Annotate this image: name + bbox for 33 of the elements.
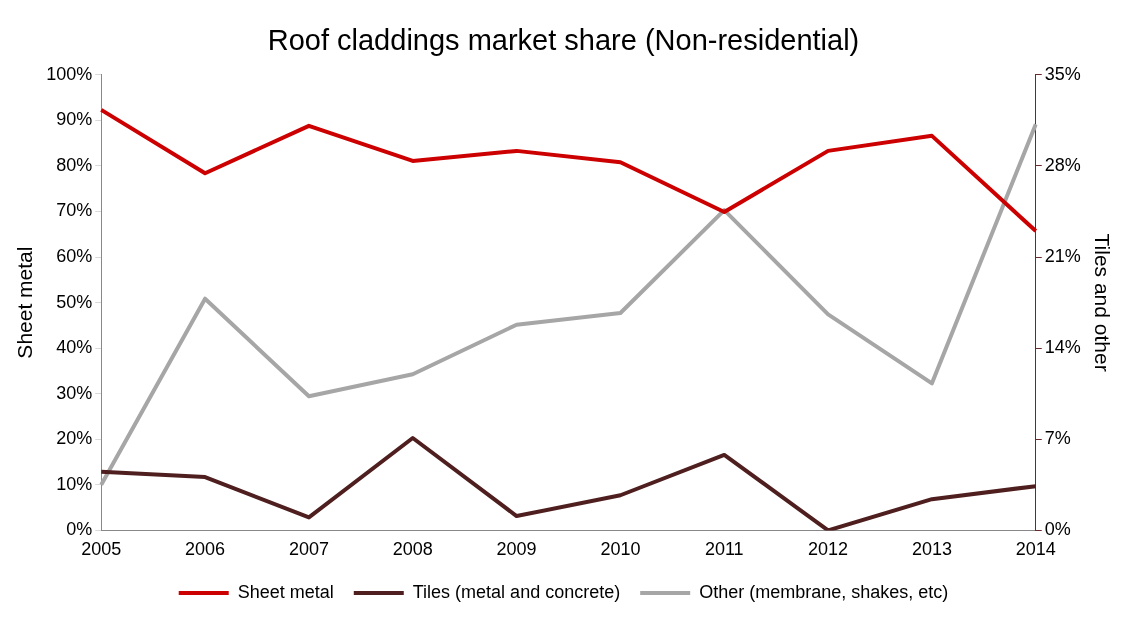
- y2-tick-label: 35%: [1044, 63, 1081, 84]
- y-tick-label: 50%: [56, 291, 93, 312]
- y-tick-label: 0%: [66, 519, 93, 540]
- y2-axis-title: Tiles and other: [1090, 233, 1114, 372]
- x-tick-label: 2013: [911, 539, 952, 560]
- x-tick-label: 2006: [185, 539, 226, 560]
- y2-tick-label: 7%: [1044, 428, 1071, 449]
- x-tick-label: 2014: [1015, 539, 1056, 560]
- x-tick-label: 2007: [288, 539, 329, 560]
- y-tick-label: 30%: [56, 382, 93, 403]
- y-tick-label: 80%: [56, 154, 93, 175]
- y-tick-label: 60%: [56, 246, 93, 267]
- x-tick-label: 2010: [600, 539, 641, 560]
- y2-tick-label: 21%: [1044, 246, 1081, 267]
- legend-label: Other (membrane, shakes, etc): [699, 581, 949, 602]
- chart-title: Roof claddings market share (Non-residential): [267, 24, 860, 57]
- x-tick-label: 2009: [496, 539, 537, 560]
- y-tick-label: 100%: [46, 63, 93, 84]
- y-tick-label: 90%: [56, 109, 93, 130]
- y2-tick-label: 14%: [1044, 337, 1081, 358]
- x-tick-label: 2011: [704, 539, 744, 560]
- y-tick-label: 40%: [56, 337, 93, 358]
- legend-label: Sheet metal: [237, 581, 334, 602]
- y2-tick-label: 28%: [1044, 154, 1081, 175]
- y-tick-label: 10%: [56, 473, 93, 494]
- x-tick-label: 2012: [808, 539, 849, 560]
- x-tick-label: 2008: [392, 539, 433, 560]
- y2-tick-label: 0%: [1044, 519, 1071, 540]
- y-axis-title: Sheet metal: [13, 246, 37, 359]
- legend-label: Tiles (metal and concrete): [412, 581, 621, 602]
- y-tick-label: 70%: [56, 200, 93, 221]
- y-tick-label: 20%: [56, 428, 93, 449]
- x-tick-label: 2005: [81, 539, 122, 560]
